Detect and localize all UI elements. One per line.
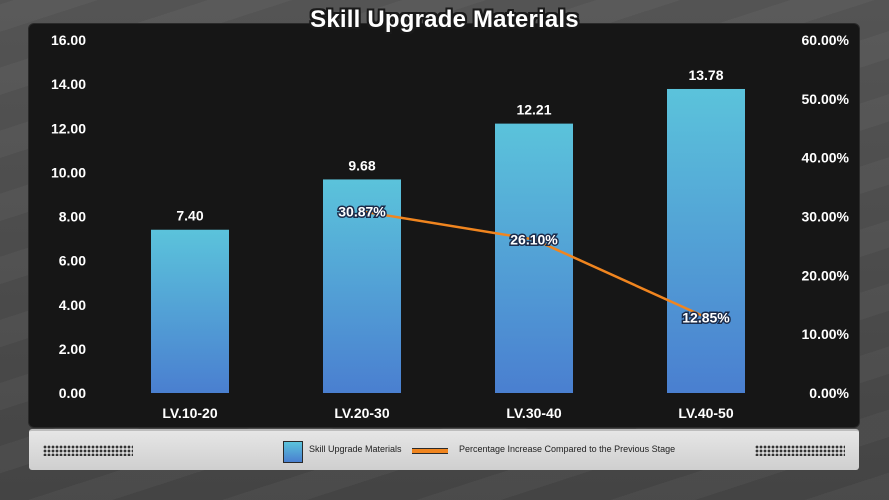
line-point (703, 314, 709, 320)
right-axis-tick-label: 40.00% (802, 150, 850, 166)
category-label: LV.20-30 (334, 405, 389, 421)
left-axis-tick-label: 4.00 (59, 297, 86, 313)
legend-bar-swatch-icon (283, 441, 303, 463)
category-label: LV.30-40 (506, 405, 561, 421)
decorative-dots-right (755, 445, 845, 456)
right-axis-tick-label: 0.00% (809, 385, 849, 401)
bar (495, 123, 573, 393)
bar-value-label: 7.40 (176, 208, 203, 224)
right-axis-tick-label: 20.00% (802, 267, 850, 283)
right-axis-tick-label: 60.00% (802, 32, 850, 48)
legend-bar-label: Skill Upgrade Materials (309, 444, 402, 454)
bar (151, 229, 229, 393)
left-axis-tick-label: 16.00 (51, 32, 86, 48)
bar-value-label: 12.21 (516, 102, 551, 118)
right-axis-tick-label: 50.00% (802, 91, 850, 107)
right-axis-tick-label: 10.00% (802, 326, 850, 342)
legend-line-label: Percentage Increase Compared to the Prev… (459, 444, 676, 454)
category-label: LV.10-20 (162, 405, 217, 421)
bar-value-label: 9.68 (348, 157, 375, 173)
bar-value-label: 13.78 (688, 67, 723, 83)
line-point (531, 236, 537, 242)
line-point (359, 208, 365, 214)
percentage-label: 12.85% (682, 309, 730, 325)
legend-line-swatch-icon (412, 448, 448, 454)
chart-title: Skill Upgrade Materials (310, 6, 579, 33)
left-axis-tick-label: 0.00 (59, 385, 86, 401)
decorative-dots-left (43, 445, 133, 456)
percentage-label: 26.10% (510, 231, 558, 247)
left-axis-tick-label: 6.00 (59, 253, 86, 269)
left-axis-tick-label: 8.00 (59, 209, 86, 225)
category-label: LV.40-50 (678, 405, 733, 421)
bar (667, 88, 745, 393)
right-axis-tick-label: 30.00% (802, 209, 850, 225)
legend: Skill Upgrade Materials Percentage Incre… (29, 429, 859, 470)
left-axis-tick-label: 12.00 (51, 120, 86, 136)
left-axis-tick-label: 14.00 (51, 76, 86, 92)
left-axis-tick-label: 10.00 (51, 164, 86, 180)
percentage-label: 30.87% (338, 203, 386, 219)
left-axis-tick-label: 2.00 (59, 341, 86, 357)
